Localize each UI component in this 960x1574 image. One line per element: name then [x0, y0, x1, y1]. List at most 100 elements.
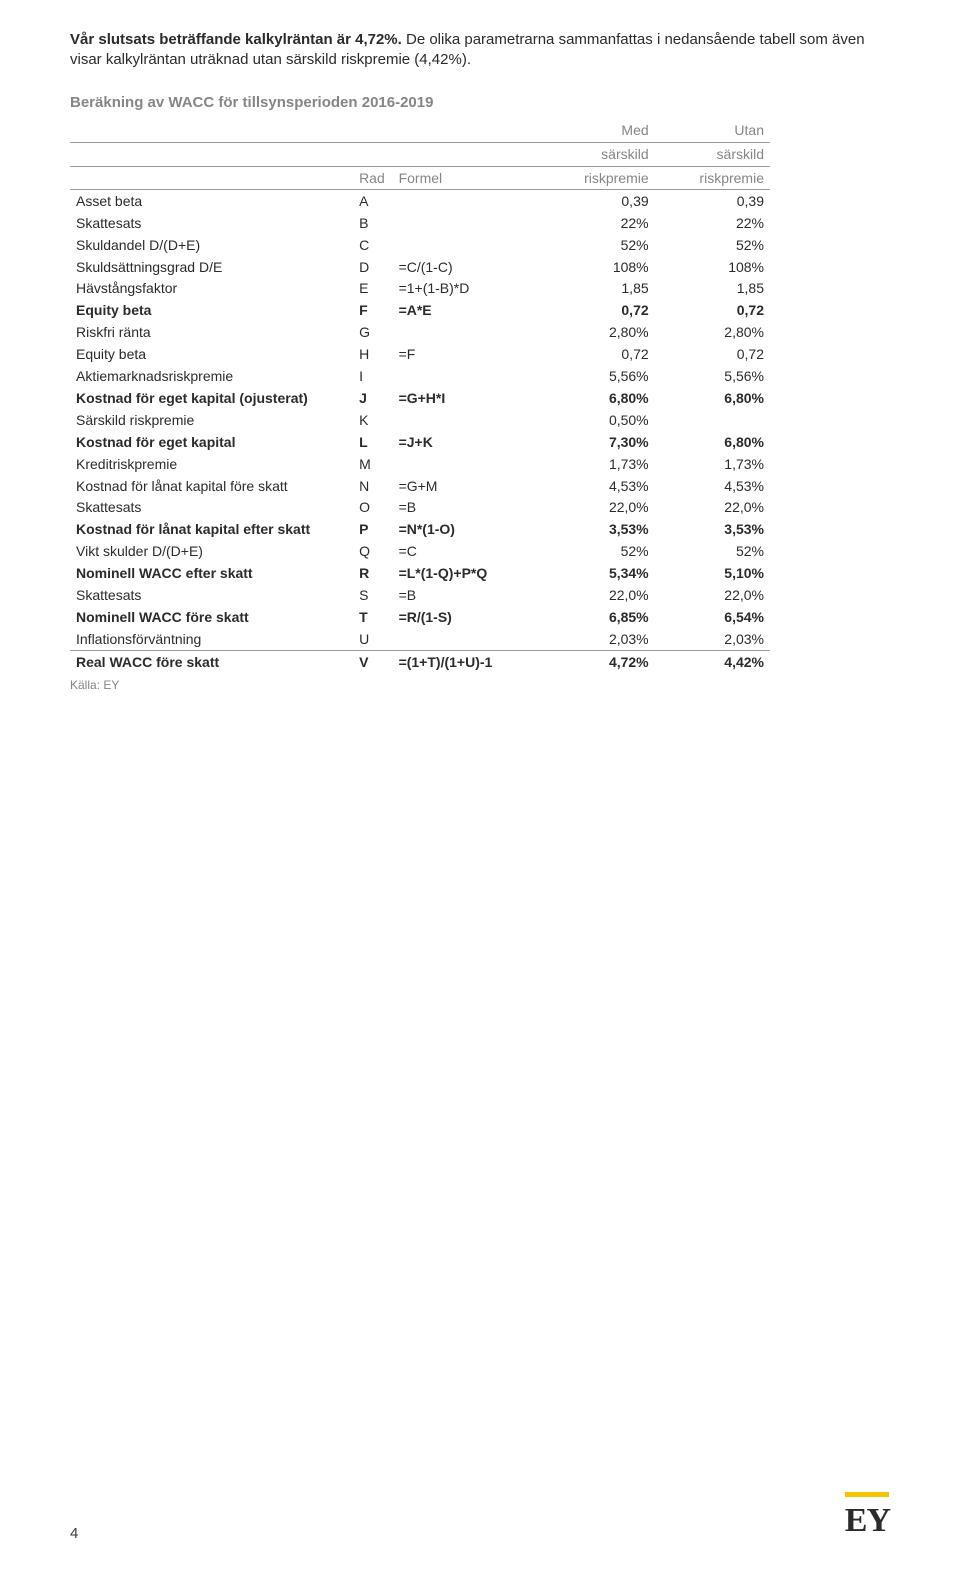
cell-formel: =G+M	[393, 475, 540, 497]
th-col2-bot: riskpremie	[655, 166, 770, 190]
cell-value-without: 22,0%	[655, 497, 770, 519]
cell-label: Kostnad för eget kapital	[70, 431, 353, 453]
cell-value-without: 108%	[655, 256, 770, 278]
cell-formel	[393, 234, 540, 256]
cell-value-without: 4,42%	[655, 651, 770, 673]
cell-label: Riskfri ränta	[70, 322, 353, 344]
table-row: Asset betaA0,390,39	[70, 190, 770, 212]
th-rad: Rad	[353, 166, 393, 190]
cell-value-with: 6,85%	[539, 606, 654, 628]
th-blank	[353, 119, 393, 142]
cell-label: Real WACC före skatt	[70, 651, 353, 673]
table-row: Kostnad för eget kapital (ojusterat)J=G+…	[70, 387, 770, 409]
cell-formel: =1+(1-B)*D	[393, 278, 540, 300]
cell-value-with: 22%	[539, 212, 654, 234]
cell-value-with: 3,53%	[539, 519, 654, 541]
cell-value-without: 1,73%	[655, 453, 770, 475]
th-col2-mid: särskild	[655, 142, 770, 166]
th-blank	[393, 119, 540, 142]
cell-rad: C	[353, 234, 393, 256]
wacc-table: Med Utan särskild särskild Rad Formel ri…	[70, 119, 770, 673]
table-row: Vikt skulder D/(D+E)Q=C52%52%	[70, 541, 770, 563]
cell-label: Kostnad för lånat kapital efter skatt	[70, 519, 353, 541]
table-row: HävstångsfaktorE=1+(1-B)*D1,851,85	[70, 278, 770, 300]
cell-formel: =G+H*I	[393, 387, 540, 409]
cell-rad: L	[353, 431, 393, 453]
table-row: Riskfri räntaG2,80%2,80%	[70, 322, 770, 344]
table-row: AktiemarknadsriskpremieI5,56%5,56%	[70, 366, 770, 388]
table-row: Equity betaH=F0,720,72	[70, 344, 770, 366]
cell-value-without: 2,80%	[655, 322, 770, 344]
table-row: Särskild riskpremieK0,50%	[70, 409, 770, 431]
cell-rad: A	[353, 190, 393, 212]
cell-label: Equity beta	[70, 300, 353, 322]
page-number: 4	[70, 1524, 78, 1544]
page-footer: 4 EY	[70, 1492, 890, 1544]
cell-label: Equity beta	[70, 344, 353, 366]
cell-rad: J	[353, 387, 393, 409]
cell-formel	[393, 409, 540, 431]
table-source: Källa: EY	[70, 677, 890, 693]
cell-formel: =J+K	[393, 431, 540, 453]
cell-rad: Q	[353, 541, 393, 563]
cell-value-without: 22%	[655, 212, 770, 234]
cell-label: Nominell WACC efter skatt	[70, 563, 353, 585]
cell-value-with: 4,53%	[539, 475, 654, 497]
cell-value-without: 0,72	[655, 300, 770, 322]
cell-value-without	[655, 409, 770, 431]
cell-rad: V	[353, 651, 393, 673]
cell-formel: =A*E	[393, 300, 540, 322]
cell-formel	[393, 212, 540, 234]
cell-formel: =C	[393, 541, 540, 563]
th-col1-top: Med	[539, 119, 654, 142]
cell-value-with: 4,72%	[539, 651, 654, 673]
th-col2-top: Utan	[655, 119, 770, 142]
cell-formel: =L*(1-Q)+P*Q	[393, 563, 540, 585]
cell-rad: U	[353, 628, 393, 650]
cell-value-with: 52%	[539, 541, 654, 563]
cell-rad: N	[353, 475, 393, 497]
table-row: Kostnad för eget kapitalL=J+K7,30%6,80%	[70, 431, 770, 453]
cell-value-without: 4,53%	[655, 475, 770, 497]
cell-value-without: 0,72	[655, 344, 770, 366]
table-row: SkattesatsS=B22,0%22,0%	[70, 584, 770, 606]
cell-value-with: 22,0%	[539, 497, 654, 519]
cell-value-without: 6,54%	[655, 606, 770, 628]
table-row: KreditriskpremieM1,73%1,73%	[70, 453, 770, 475]
cell-label: Asset beta	[70, 190, 353, 212]
table-row: Nominell WACC före skattT=R/(1-S)6,85%6,…	[70, 606, 770, 628]
cell-formel	[393, 453, 540, 475]
cell-value-without: 5,10%	[655, 563, 770, 585]
cell-rad: O	[353, 497, 393, 519]
ey-logo-bar	[845, 1492, 889, 1497]
cell-value-without: 22,0%	[655, 584, 770, 606]
cell-formel	[393, 322, 540, 344]
cell-label: Skuldsättningsgrad D/E	[70, 256, 353, 278]
cell-formel: =N*(1-O)	[393, 519, 540, 541]
cell-label: Inflationsförväntning	[70, 628, 353, 650]
th-col1-mid: särskild	[539, 142, 654, 166]
cell-rad: B	[353, 212, 393, 234]
cell-value-with: 6,80%	[539, 387, 654, 409]
cell-label: Kostnad för eget kapital (ojusterat)	[70, 387, 353, 409]
table-row: Kostnad för lånat kapital före skattN=G+…	[70, 475, 770, 497]
cell-formel: =B	[393, 584, 540, 606]
cell-formel	[393, 628, 540, 650]
cell-rad: F	[353, 300, 393, 322]
cell-value-without: 0,39	[655, 190, 770, 212]
cell-value-with: 2,03%	[539, 628, 654, 650]
cell-value-without: 5,56%	[655, 366, 770, 388]
cell-formel: =(1+T)/(1+U)-1	[393, 651, 540, 673]
cell-rad: T	[353, 606, 393, 628]
cell-value-without: 2,03%	[655, 628, 770, 650]
cell-value-with: 7,30%	[539, 431, 654, 453]
cell-label: Skattesats	[70, 584, 353, 606]
cell-rad: R	[353, 563, 393, 585]
cell-value-without: 3,53%	[655, 519, 770, 541]
cell-value-with: 22,0%	[539, 584, 654, 606]
cell-rad: G	[353, 322, 393, 344]
table-row: Real WACC före skattV=(1+T)/(1+U)-14,72%…	[70, 651, 770, 673]
cell-label: Särskild riskpremie	[70, 409, 353, 431]
th-col1-bot: riskpremie	[539, 166, 654, 190]
cell-rad: I	[353, 366, 393, 388]
